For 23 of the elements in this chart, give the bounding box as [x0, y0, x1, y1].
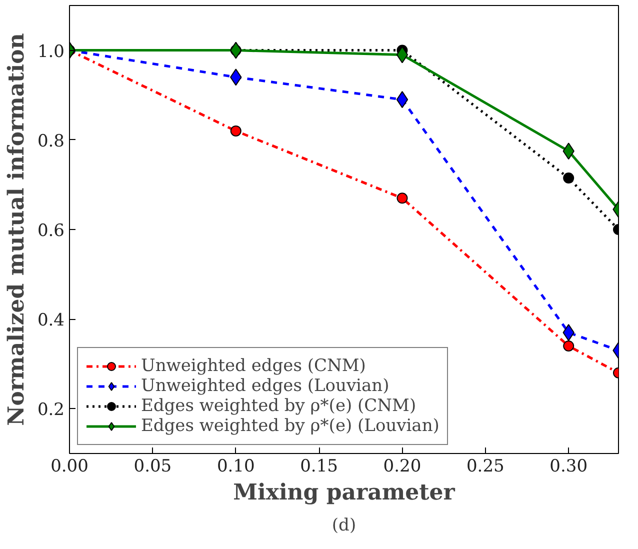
legend-label: Edges weighted by ρ*(e) (CNM) — [141, 396, 416, 416]
x-tick-label: 0.00 — [50, 456, 88, 476]
point — [396, 46, 408, 64]
x-axis-title: Mixing parameter — [233, 480, 456, 506]
legend-label: Edges weighted by ρ*(e) (Louvian) — [141, 416, 440, 436]
point — [396, 91, 408, 108]
x-tick-label: 0.20 — [383, 456, 422, 476]
x-tick-label: 0.05 — [134, 456, 172, 476]
text: (d) — [332, 516, 356, 536]
y-tick-label: 0.4 — [37, 310, 65, 331]
y-tick-label: 1.0 — [37, 42, 65, 62]
point — [396, 192, 408, 204]
point — [230, 125, 242, 136]
y-axis-title: Normalized mutual information — [3, 33, 30, 426]
y-tick-label: 0.8 — [37, 131, 65, 152]
x-tick-label: 0.30 — [550, 456, 588, 476]
legend-label: Unweighted edges (CNM) — [141, 356, 366, 376]
x-tick-label: 0.15 — [300, 456, 338, 476]
y-tick-label: 0.2 — [37, 400, 65, 420]
y-tick-label: 0.6 — [37, 221, 65, 241]
x-tick-label: 0.25 — [466, 456, 504, 476]
legend-label: Unweighted edges (Louvian) — [141, 376, 390, 396]
x-tick-label: 0.10 — [216, 456, 255, 476]
